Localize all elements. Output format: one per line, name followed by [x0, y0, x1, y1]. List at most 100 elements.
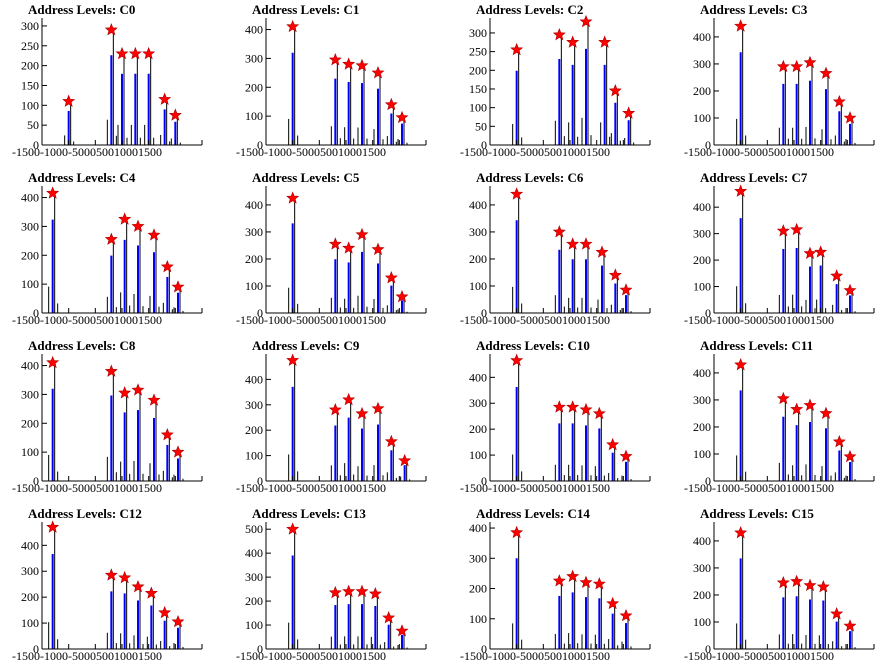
peak-marker-star-icon [384, 97, 398, 111]
y-tick-label: 300 [245, 225, 263, 239]
peak-marker-star-icon [608, 84, 622, 97]
y-tick-label: 300 [693, 393, 711, 407]
peak-marker-star-icon [606, 437, 620, 451]
peak-marker-star-icon [566, 569, 580, 582]
peak-marker-star-icon [510, 353, 524, 366]
peak-marker-star-icon [814, 245, 828, 258]
peak-marker-star-icon [606, 596, 620, 610]
chart-title: Address Levels: C14 [476, 506, 590, 521]
peak-marker-star-icon [790, 574, 804, 587]
y-tick-label: 50 [27, 118, 39, 132]
y-tick-label: 0 [257, 306, 263, 320]
peak-marker-star-icon [104, 232, 118, 245]
chart-panel: Address Levels: C5 0 100 200 300 400 -1500-100… [224, 168, 448, 336]
peak-marker-star-icon [104, 364, 118, 377]
peak-marker-star-icon [579, 402, 593, 416]
histogram-chart: Address Levels: C10 0 100 200 300 400 -1500-10… [460, 338, 651, 495]
peak-marker-star-icon [566, 237, 580, 250]
chart-title: Address Levels: C7 [700, 170, 808, 185]
peak-marker-star-icon [160, 427, 174, 441]
chart-title: Address Levels: C0 [28, 2, 135, 17]
peak-marker-star-icon [62, 94, 76, 107]
chart-title: Address Levels: C15 [700, 506, 814, 521]
x-tick-labels: -1500-1000-500050010001500 [12, 313, 162, 327]
peak-marker-star-icon [776, 391, 790, 405]
chart-panel: Address Levels: C2 0 50 100 150 200 250 300 -150… [448, 0, 672, 168]
peak-marker-star-icon [158, 605, 172, 619]
peak-marker-star-icon [830, 269, 844, 282]
peak-marker-star-icon [734, 357, 748, 371]
y-tick-label: 500 [245, 522, 263, 536]
y-tick-label: 400 [245, 546, 263, 560]
y-tick-label: 400 [245, 198, 263, 212]
peak-marker-star-icon [734, 184, 748, 197]
peak-marker-star-icon [382, 611, 396, 624]
peak-marker-star-icon [342, 392, 356, 406]
peak-marker-star-icon [803, 246, 817, 259]
peak-marker-star-icon [104, 568, 118, 581]
peak-marker-star-icon [286, 353, 300, 366]
y-tick-label: 50 [475, 119, 487, 133]
y-tick-label: 400 [693, 534, 711, 548]
peak-marker-star-icon [843, 619, 857, 632]
y-tick-label: 400 [469, 370, 487, 384]
peak-marker-star-icon [819, 406, 833, 419]
y-tick-label: 0 [481, 138, 487, 152]
peak-marker-star-icon [384, 434, 398, 448]
peak-marker-star-icon [147, 393, 161, 406]
x-tick-labels: -1500-1000-500050010001500 [684, 649, 834, 663]
y-tick-label: 400 [469, 521, 487, 535]
peak-marker-star-icon [510, 42, 524, 56]
peak-marker-star-icon [803, 398, 817, 411]
chart-panel: Address Levels: C9 0 100 200 300 400 -1500-100… [224, 336, 448, 504]
histogram-chart: Address Levels: C6 0 100 200 300 400 -1500-100… [460, 170, 651, 327]
peak-marker-star-icon [355, 584, 369, 598]
peak-marker-star-icon [776, 59, 790, 73]
y-tick-label: 400 [693, 366, 711, 380]
y-tick-label: 0 [257, 642, 263, 656]
y-tick-label: 200 [693, 84, 711, 98]
histogram-chart: Address Levels: C1 0 100 200 300 400 -1500-100… [236, 2, 427, 159]
chart-title: Address Levels: C10 [476, 338, 590, 353]
y-tick-label: 300 [245, 51, 263, 65]
y-tick-label: 100 [245, 279, 263, 293]
chart-panel: Address Levels: C6 0 100 200 300 400 -1500-100… [448, 168, 672, 336]
peak-marker-star-icon [790, 402, 804, 415]
y-tick-label: 200 [21, 59, 39, 73]
peak-marker-star-icon [608, 268, 622, 281]
peak-marker-star-icon [595, 245, 609, 258]
peak-marker-star-icon [355, 227, 369, 241]
peak-marker-star-icon [819, 66, 833, 79]
y-tick-label: 0 [33, 306, 39, 320]
y-tick-label: 150 [21, 78, 39, 92]
peak-marker-star-icon [552, 574, 566, 587]
y-tick-label: 300 [469, 26, 487, 40]
chart-panel: Address Levels: C7 0 100 200 300 400 -1500-100… [672, 168, 896, 336]
histogram-chart: Address Levels: C11 0 100 200 300 400 -1500-10… [684, 338, 875, 495]
y-tick-label: 200 [469, 422, 487, 436]
chart-panel: Address Levels: C1 0 100 200 300 400 -1500-100… [224, 0, 448, 168]
y-tick-label: 200 [693, 420, 711, 434]
peak-marker-star-icon [171, 280, 185, 293]
y-tick-label: 0 [257, 474, 263, 488]
peak-marker-star-icon [46, 186, 60, 199]
peak-marker-star-icon [843, 283, 857, 297]
y-tick-label: 0 [481, 474, 487, 488]
histogram-chart: Address Levels: C12 0 100 200 300 400 -1500-10… [12, 506, 203, 663]
y-tick-label: 300 [693, 227, 711, 241]
y-tick-label: 300 [21, 564, 39, 578]
peak-marker-star-icon [115, 46, 129, 60]
chart-title: Address Levels: C4 [28, 170, 136, 185]
histogram-chart: Address Levels: C15 0 100 200 300 400 -1500-10… [684, 506, 875, 663]
peak-marker-star-icon [104, 23, 118, 36]
peak-marker-star-icon [619, 283, 633, 296]
peak-marker-star-icon [579, 14, 593, 28]
y-tick-label: 200 [245, 594, 263, 608]
y-tick-label: 100 [693, 447, 711, 461]
histogram-chart: Address Levels: C14 0 100 200 300 400 -1500-10… [460, 506, 651, 663]
y-tick-label: 400 [21, 191, 39, 205]
chart-panel: Address Levels: C13 0 100 200 300 400 500 -1500… [224, 504, 448, 672]
histogram-chart: Address Levels: C8 0 100 200 300 400 -1500-100… [12, 338, 203, 495]
x-tick-labels: -1500-1000-500050010001500 [460, 145, 610, 159]
y-tick-label: 100 [693, 280, 711, 294]
